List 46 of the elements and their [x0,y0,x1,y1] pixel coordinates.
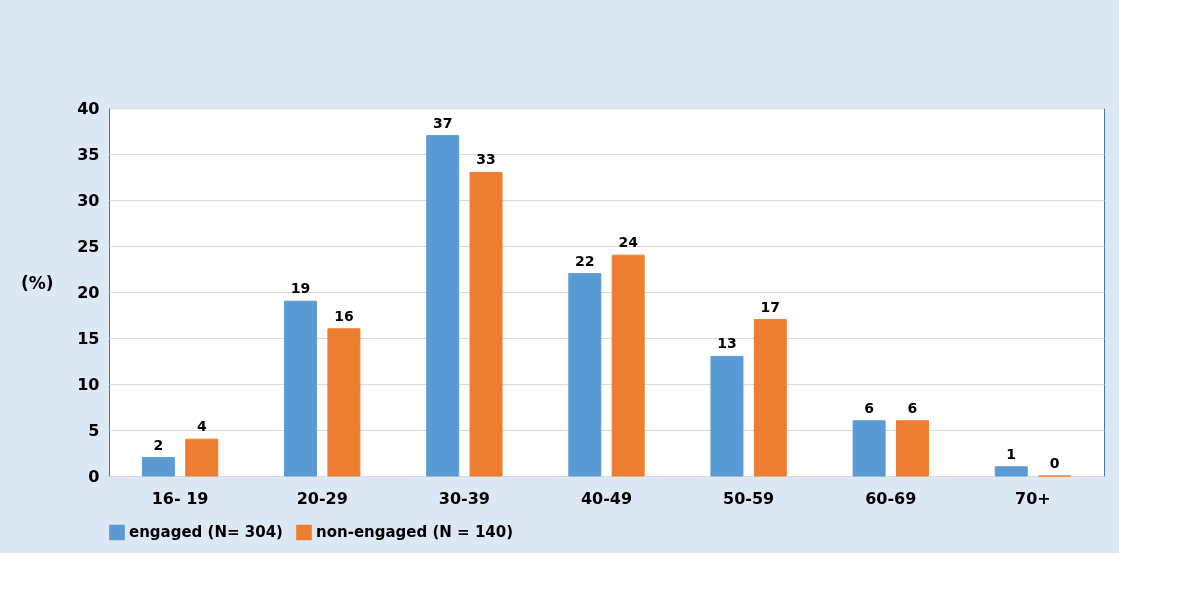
bar [426,135,460,477]
bar [710,355,744,477]
bar [753,319,787,477]
data-label: 33 [476,151,496,168]
data-label: 16 [334,307,354,324]
data-label: 1 [1006,445,1017,462]
x-tick-label: 16- 19 [151,488,209,508]
legend-label: engaged (N= 304) [129,523,283,542]
data-label: 4 [196,418,207,435]
x-tick-label: 50-59 [723,488,775,508]
data-label: 22 [575,252,595,269]
bar [469,171,503,477]
bar [284,300,318,477]
x-tick-label: 30-39 [438,488,490,508]
bar [141,457,175,477]
y-tick-label: 0 [88,466,100,486]
bar [895,420,929,477]
data-label: 6 [864,399,874,416]
x-tick-label: 70+ [1015,488,1051,508]
y-tick-label: 35 [77,144,100,164]
data-label: 6 [907,399,918,416]
y-tick-label: 25 [77,236,100,256]
bar [327,328,361,477]
data-label: 37 [432,114,453,131]
data-label: 2 [153,436,164,453]
y-tick-label: 10 [77,374,100,394]
x-tick-label: 60-69 [865,488,917,508]
data-label: 13 [717,335,737,352]
legend-label: non-engaged (N = 140) [316,523,514,542]
y-tick-label: 15 [77,328,100,348]
bar [568,273,602,477]
x-tick-label: 20-29 [296,488,348,508]
y-tick-label: 5 [88,420,100,440]
data-label: 0 [1049,455,1060,471]
bar [611,254,645,477]
bar [994,466,1028,477]
data-label: 19 [290,280,311,297]
bar [852,420,886,477]
x-tick-label: 40-49 [580,488,633,508]
bar [185,438,219,477]
y-tick-label: 30 [77,190,100,210]
y-tick-label: 20 [77,282,100,302]
y-tick-label: 40 [77,98,100,118]
y-axis-title: (%) [20,272,54,293]
data-label: 24 [618,234,639,251]
data-label: 17 [760,298,781,315]
